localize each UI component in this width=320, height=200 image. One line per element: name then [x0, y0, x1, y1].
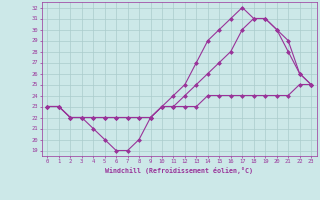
- X-axis label: Windchill (Refroidissement éolien,°C): Windchill (Refroidissement éolien,°C): [105, 167, 253, 174]
